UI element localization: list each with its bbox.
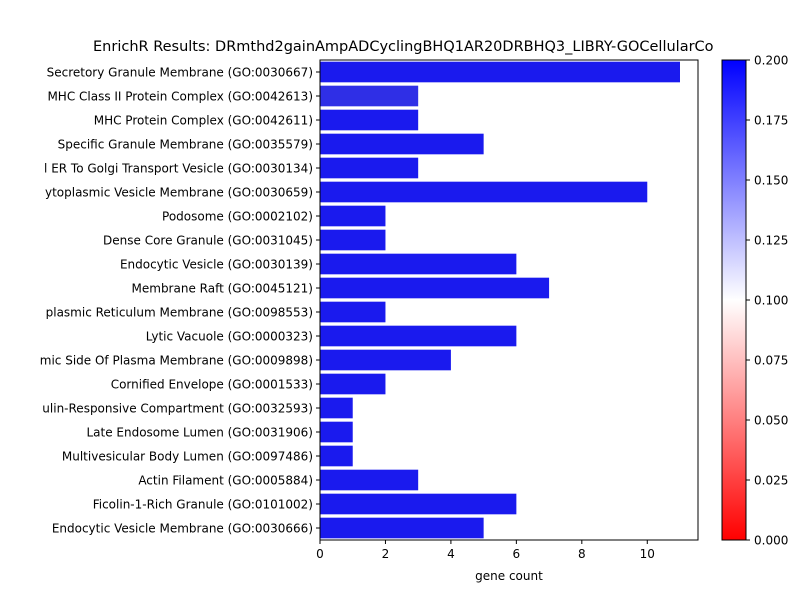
bar bbox=[320, 301, 386, 323]
y-tick-label: Cornified Envelope (GO:0001533) bbox=[111, 378, 313, 392]
bar bbox=[320, 349, 451, 371]
colorbar-tick-label: 0.150 bbox=[754, 174, 788, 188]
colorbar-tick-label: 0.025 bbox=[754, 474, 788, 488]
bar bbox=[320, 373, 386, 395]
x-axis-label: gene count bbox=[475, 569, 543, 583]
y-tick-label: Lytic Vacuole (GO:0000323) bbox=[146, 330, 313, 344]
y-tick-label: Membrane Raft (GO:0045121) bbox=[132, 282, 313, 296]
y-tick-label: Multivesicular Body Lumen (GO:0097486) bbox=[62, 450, 313, 464]
bar bbox=[320, 61, 680, 83]
bar bbox=[320, 397, 353, 419]
y-tick-label: l ER To Golgi Transport Vesicle (GO:0030… bbox=[44, 162, 313, 176]
colorbar-gradient bbox=[721, 59, 747, 541]
colorbar-tick-label: 0.100 bbox=[754, 294, 788, 308]
y-tick-label: mic Side Of Plasma Membrane (GO:0009898) bbox=[40, 354, 313, 368]
y-tick-label: Specific Granule Membrane (GO:0035579) bbox=[58, 138, 313, 152]
plot-frame bbox=[319, 59, 699, 541]
colorbar-tick-label: 0.200 bbox=[754, 54, 788, 68]
y-tick-label: MHC Protein Complex (GO:0042611) bbox=[94, 114, 313, 128]
bar bbox=[320, 469, 419, 491]
y-tick-label: ulin-Responsive Compartment (GO:0032593) bbox=[42, 402, 313, 416]
y-tick-label: MHC Class II Protein Complex (GO:0042613… bbox=[47, 90, 313, 104]
y-tick-labels: Secretory Granule Membrane (GO:0030667) M… bbox=[40, 66, 320, 536]
y-tick-label: Endocytic Vesicle Membrane (GO:0030666) bbox=[52, 522, 313, 536]
colorbar-tick-label: 0.050 bbox=[754, 414, 788, 428]
chart-title: EnrichR Results: DRmthd2gainAmpADCycling… bbox=[93, 39, 714, 55]
x-tick-label: 2 bbox=[382, 547, 390, 561]
bar bbox=[320, 253, 517, 275]
bar bbox=[320, 133, 484, 155]
y-tick-label: plasmic Reticulum Membrane (GO:0098553) bbox=[46, 306, 313, 320]
colorbar: 0.000 0.025 0.050 0.075 0.100 0.125 0.150 0.175… bbox=[721, 54, 788, 548]
y-tick-label: Endocytic Vesicle (GO:0030139) bbox=[120, 258, 313, 272]
x-tick-label: 6 bbox=[513, 547, 521, 561]
bars-layer bbox=[320, 61, 680, 539]
x-tick-label: 4 bbox=[447, 547, 455, 561]
x-axis: 0 2 4 6 8 10 bbox=[316, 540, 655, 561]
y-tick-label: Late Endosome Lumen (GO:0031906) bbox=[86, 426, 313, 440]
x-tick-label: 0 bbox=[316, 547, 324, 561]
bar bbox=[320, 277, 550, 299]
bar bbox=[320, 325, 517, 347]
bar bbox=[320, 85, 419, 107]
x-tick-label: 8 bbox=[578, 547, 586, 561]
y-tick-label: Secretory Granule Membrane (GO:0030667) bbox=[47, 66, 313, 80]
colorbar-tick-label: 0.125 bbox=[754, 234, 788, 248]
y-tick-label: Podosome (GO:0002102) bbox=[162, 210, 313, 224]
bar bbox=[320, 229, 386, 251]
colorbar-tick-label: 0.075 bbox=[754, 354, 788, 368]
y-tick-label: Dense Core Granule (GO:0031045) bbox=[103, 234, 313, 248]
bar bbox=[320, 157, 419, 179]
bar bbox=[320, 421, 353, 443]
bar bbox=[320, 517, 484, 539]
y-tick-label: Actin Filament (GO:0005884) bbox=[138, 474, 313, 488]
colorbar-tick-label: 0.175 bbox=[754, 114, 788, 128]
bar bbox=[320, 109, 419, 131]
bar bbox=[320, 445, 353, 467]
y-tick-label: Ficolin-1-Rich Granule (GO:0101002) bbox=[93, 498, 313, 512]
bar bbox=[320, 493, 517, 515]
x-tick-label: 10 bbox=[640, 547, 655, 561]
colorbar-tick-label: 0.000 bbox=[754, 534, 788, 548]
bar bbox=[320, 181, 648, 203]
y-tick-label: ytoplasmic Vesicle Membrane (GO:0030659) bbox=[45, 186, 313, 200]
bar bbox=[320, 205, 386, 227]
